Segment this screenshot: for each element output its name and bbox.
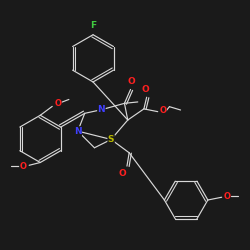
Text: O: O [142, 85, 149, 94]
Text: F: F [90, 20, 96, 30]
Text: O: O [159, 106, 166, 115]
Text: N: N [98, 105, 105, 114]
Text: S: S [108, 135, 114, 144]
Text: O: O [20, 162, 26, 171]
Text: N: N [74, 126, 82, 136]
Text: O: O [54, 99, 61, 108]
Text: O: O [223, 192, 230, 200]
Text: O: O [118, 168, 126, 177]
Text: O: O [127, 76, 135, 86]
